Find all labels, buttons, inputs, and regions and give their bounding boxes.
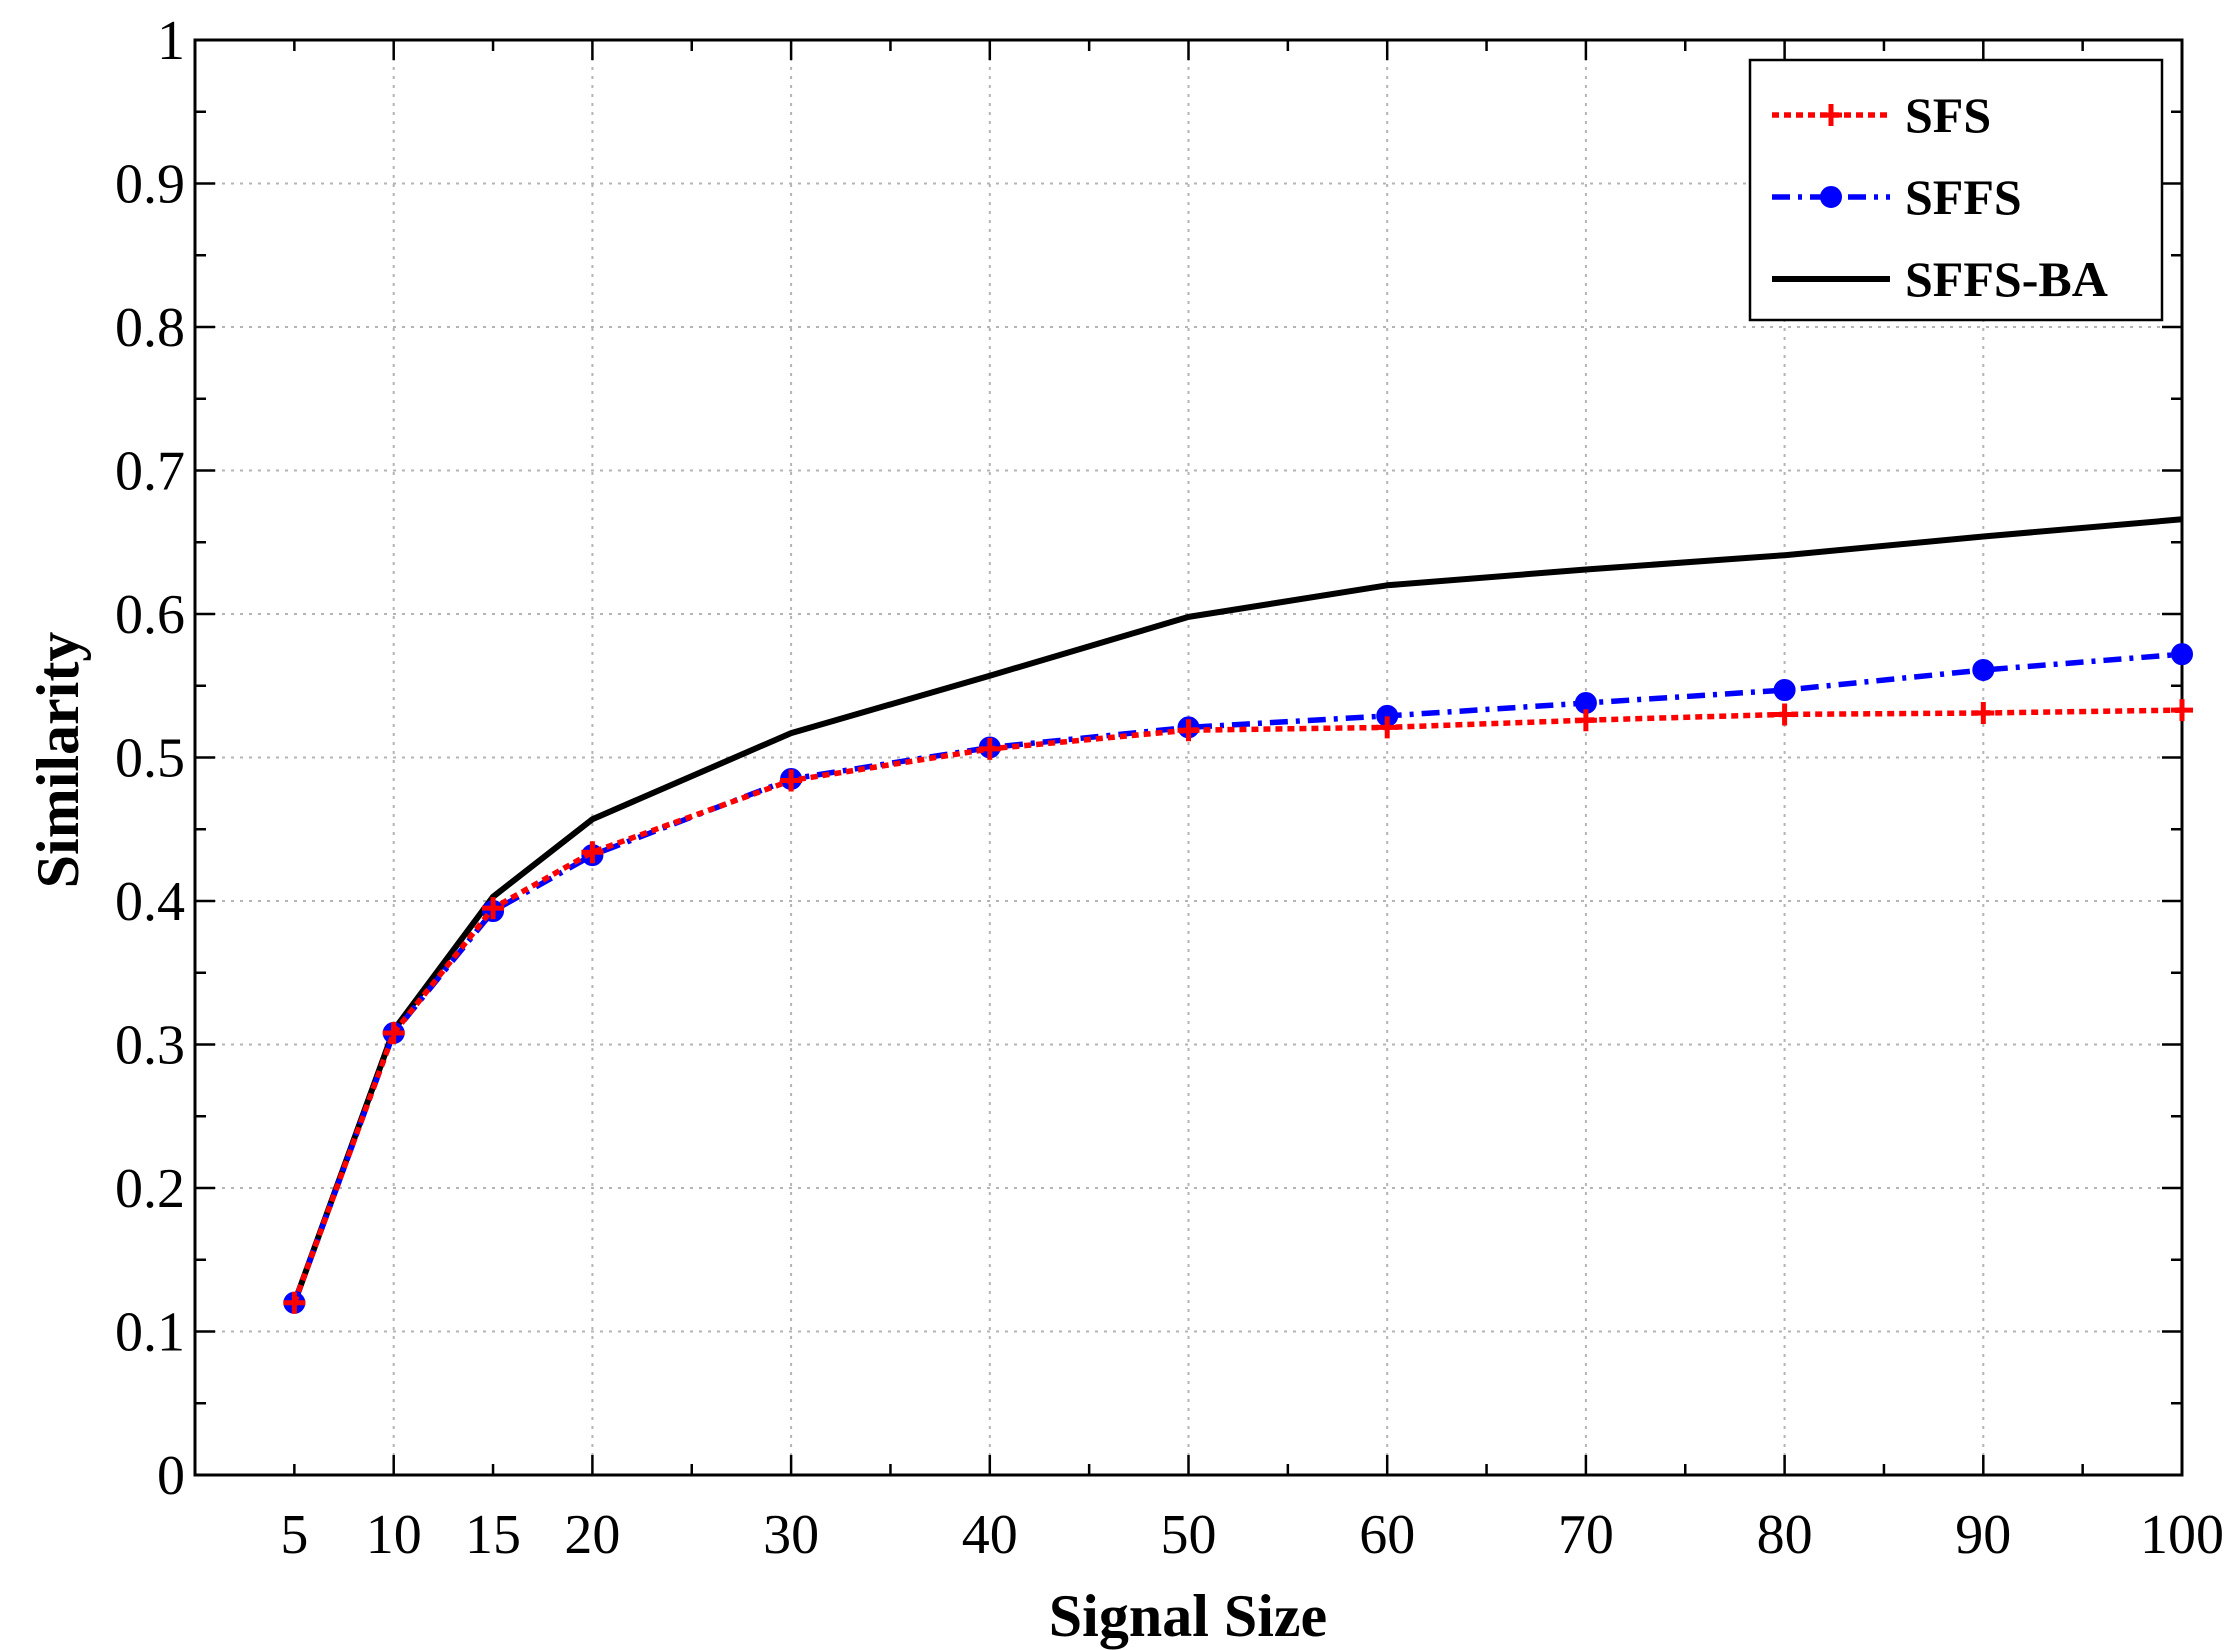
x-axis-title: Signal Size [1049,1583,1327,1649]
y-tick-label: 0.5 [115,728,185,790]
legend-item-sfs: SFS [1772,87,1991,143]
series-sfs [283,699,2193,1314]
data-point-sfs [482,897,505,920]
y-axis-tick-labels: 0 0.1 0.2 0.3 0.4 0.5 0.6 0.7 0.8 0.9 1 [115,10,185,1507]
x-tick-label: 90 [1955,1504,2011,1566]
x-axis-tick-labels: 5 10 15 20 30 40 50 60 70 80 90 100 [280,1504,2224,1566]
x-tick-label: 50 [1161,1504,1217,1566]
y-tick-label: 0 [157,1445,185,1507]
legend-marker-sffs [1820,186,1842,208]
data-point-sfs [1574,709,1597,732]
legend-marker-sfs [1820,104,1842,126]
x-tick-label: 60 [1359,1504,1415,1566]
y-tick-label: 0.2 [115,1158,185,1220]
y-tick-label: 0.3 [115,1015,185,1077]
y-tick-label: 0.7 [115,441,185,503]
y-tick-label: 0.4 [115,871,185,933]
plot-frame [193,38,2184,1477]
y-tick-label: 0.1 [115,1302,185,1364]
x-tick-label: 40 [962,1504,1018,1566]
x-tick-label: 15 [465,1504,521,1566]
data-point-sfs [581,841,604,864]
data-point-sfs [978,737,1001,760]
data-point-sfs [382,1022,405,1045]
legend-items: SFS SFFS SFFS-BA [1772,87,2108,307]
data-point-sfs [283,1291,306,1314]
x-tick-label: 20 [564,1504,620,1566]
y-tick-label: 0.9 [115,154,185,216]
legend-item-sffs-ba: SFFS-BA [1772,251,2108,307]
legend-label-sffs-ba: SFFS-BA [1905,251,2108,307]
data-point-sffs [2171,643,2193,666]
x-tick-label: 80 [1757,1504,1813,1566]
y-tick-label: 0.8 [115,297,185,359]
x-tick-label: 30 [763,1504,819,1566]
data-point-sfs [1972,702,1995,725]
data-point-sfs [1773,703,1796,726]
series-line-sffs-ba [291,516,2183,1304]
series-line-sfs [291,707,2183,1304]
x-tick-label: 10 [366,1504,422,1566]
y-axis-title: Similarity [25,632,91,889]
data-point-sfs [2171,699,2193,722]
axis-ticks [193,38,2184,1477]
x-tick-label: 70 [1558,1504,1614,1566]
data-point-sffs [1972,658,1995,681]
y-tick-label: 1 [157,10,185,72]
x-tick-label: 5 [280,1504,308,1566]
data-point-sfs [1177,719,1200,742]
legend-item-sffs: SFFS [1772,169,2022,225]
legend: SFS SFFS SFFS-BA [1748,58,2164,322]
x-tick-label: 100 [2140,1504,2224,1566]
series-layer [283,516,2193,1314]
y-tick-label: 0.6 [115,584,185,646]
legend-label-sfs: SFS [1905,87,1991,143]
legend-label-sffs: SFFS [1905,169,2022,225]
data-point-sfs [780,769,803,792]
data-point-sfs [1376,716,1399,739]
data-point-sffs [1773,679,1796,702]
series-sffs-ba [291,516,2183,1304]
